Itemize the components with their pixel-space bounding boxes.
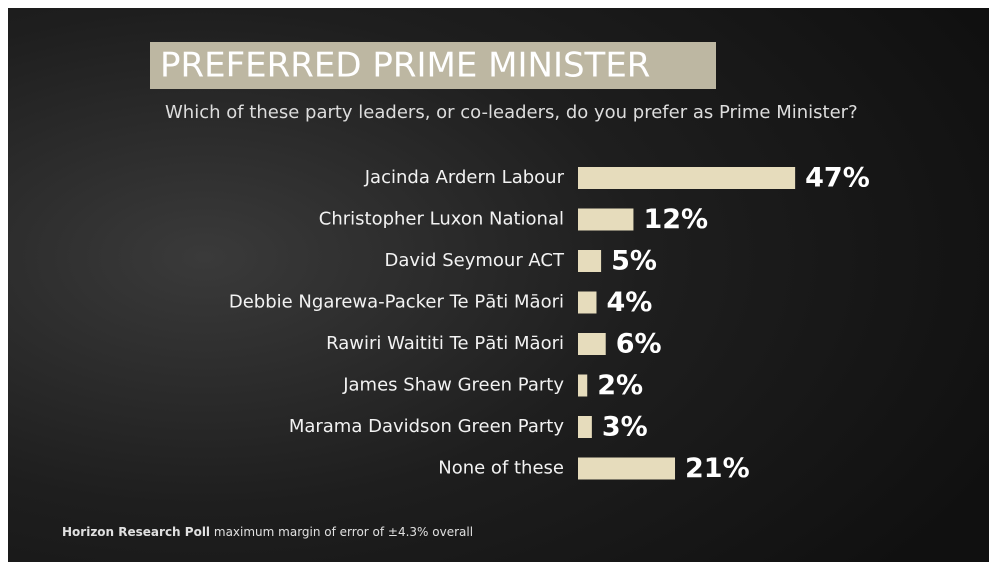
value-label: 6% — [616, 329, 662, 360]
bar — [578, 291, 597, 314]
category-label: David Seymour ACT — [385, 250, 565, 271]
value-label: 2% — [597, 370, 643, 401]
category-label: Rawiri Waititi Te Pāti Māori — [326, 333, 564, 354]
source: Horizon Research Poll — [62, 525, 210, 539]
bar — [578, 167, 796, 189]
chart-subtitle: Which of these party leaders, or co-lead… — [165, 102, 858, 123]
bar — [578, 416, 592, 438]
category-label: James Shaw Green Party — [342, 375, 564, 396]
background — [8, 8, 989, 562]
chart-title: PREFERRED PRIME MINISTER — [160, 46, 650, 86]
value-label: 4% — [606, 287, 652, 318]
value-label: 21% — [685, 453, 750, 484]
bar — [578, 208, 634, 231]
category-label: Marama Davidson Green Party — [289, 416, 565, 437]
note: maximum margin of error of ±4.3% overall — [214, 525, 473, 539]
category-label: None of these — [438, 458, 564, 479]
value-label: 12% — [643, 204, 708, 235]
value-label: 47% — [805, 163, 870, 194]
category-label: Christopher Luxon National — [319, 209, 564, 230]
bar — [578, 250, 602, 272]
bar — [578, 457, 676, 480]
bar — [578, 333, 606, 355]
footer: Horizon Research Poll maximum margin of … — [62, 525, 473, 539]
bar — [578, 374, 588, 397]
value-label: 5% — [611, 246, 657, 277]
title-box — [150, 42, 716, 89]
category-label: Debbie Ngarewa-Packer Te Pāti Māori — [229, 292, 564, 313]
category-label: Jacinda Ardern Labour — [364, 167, 565, 188]
value-label: 3% — [602, 412, 648, 443]
